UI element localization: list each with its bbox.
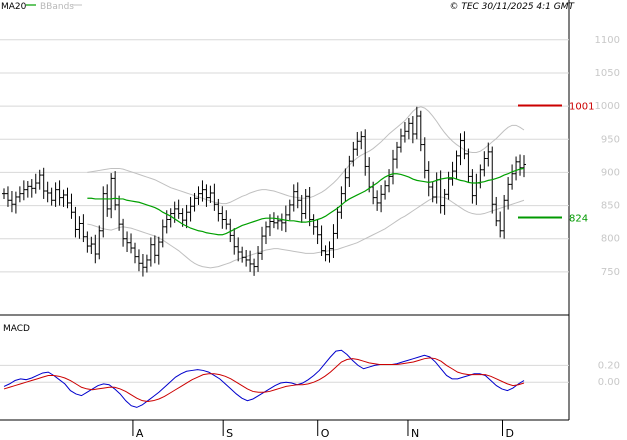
marker-label: 1001: [569, 101, 594, 112]
marker-label: 824: [569, 214, 588, 225]
macd-axis-labels: 0.20 0.00: [598, 360, 620, 388]
macd-tick-label: 0.20: [598, 360, 620, 371]
month-tick-label: D: [506, 427, 514, 440]
ma20-polyline: [87, 167, 525, 236]
bb-lower-line: [87, 196, 525, 269]
price-markers: 1001 824: [518, 101, 594, 225]
month-tick-label: N: [411, 427, 419, 440]
price-tick-label: 750: [601, 267, 620, 278]
price-axis-labels: 1100 1050 1000 950 900 850 800 750: [595, 35, 620, 278]
ohlc-bars: [2, 106, 526, 277]
legend-bbands-label: BBands: [40, 2, 74, 12]
price-tick-label: 800: [601, 234, 620, 245]
month-tick-label: O: [321, 427, 330, 440]
macd-tick-label: 0.00: [598, 377, 620, 388]
price-grid: [0, 39, 569, 273]
month-tick-label: A: [136, 427, 144, 440]
price-tick-label: 1100: [595, 35, 620, 46]
copyright-text: © TEC 30/11/2025 4:1 GMT: [449, 2, 575, 12]
macd-grid: [0, 364, 569, 383]
macd-lines: [3, 349, 525, 408]
legend: MA20 BBands: [1, 2, 82, 12]
legend-ma20-label: MA20: [1, 2, 27, 12]
price-tick-label: 900: [601, 167, 620, 178]
month-tick-label: S: [226, 427, 233, 440]
bollinger-bands: [87, 106, 525, 269]
price-tick-label: 1000: [595, 101, 620, 112]
macd-series-macd: [3, 349, 525, 408]
ma20-line: [87, 167, 525, 236]
macd-panel-label: MACD: [3, 324, 30, 334]
macd-series-signal: [3, 357, 525, 403]
price-tick-label: 1050: [595, 68, 620, 79]
price-tick-label: 850: [601, 201, 620, 212]
price-tick-label: 950: [601, 134, 620, 145]
frame: [0, 0, 570, 421]
